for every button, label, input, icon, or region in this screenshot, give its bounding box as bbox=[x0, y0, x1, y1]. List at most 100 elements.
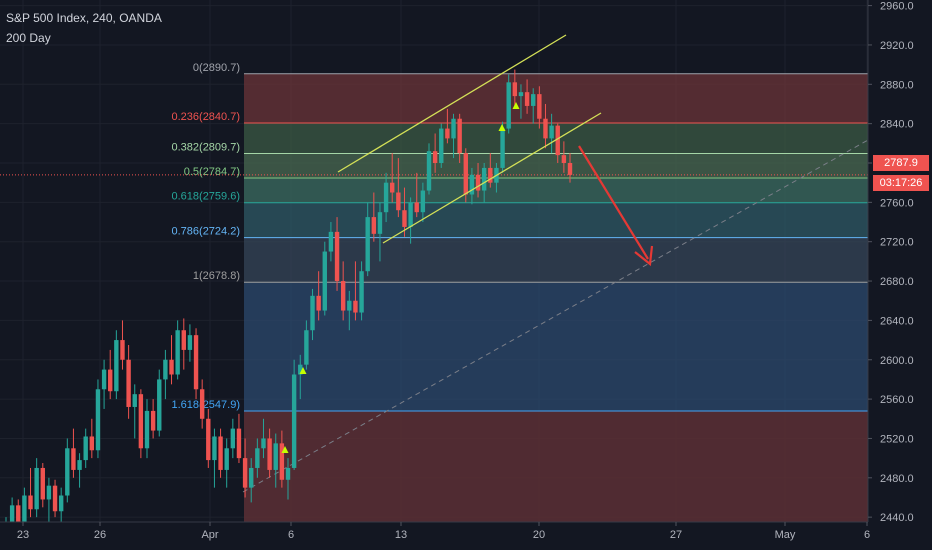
candle-body bbox=[71, 448, 76, 470]
candle-body bbox=[304, 330, 309, 365]
signal-markers bbox=[281, 102, 520, 453]
price-axis-bg bbox=[868, 0, 932, 550]
candle-body bbox=[120, 340, 125, 360]
time-tick-label: 23 bbox=[17, 529, 29, 541]
fib-zone bbox=[244, 178, 868, 203]
candle-body bbox=[481, 167, 487, 191]
price-tick-label: 2640.0 bbox=[880, 315, 914, 327]
price-tick-label: 2480.0 bbox=[880, 473, 914, 485]
buy-signal-marker bbox=[281, 446, 289, 453]
candle-body bbox=[157, 379, 162, 431]
candle-body bbox=[150, 410, 156, 431]
candle-body bbox=[83, 436, 88, 461]
fib-level-label: 1(2678.8) bbox=[193, 270, 240, 282]
candle-body bbox=[322, 251, 327, 311]
candle-body bbox=[402, 210, 407, 227]
fib-zone-extension bbox=[244, 411, 868, 522]
candle-body bbox=[524, 92, 530, 106]
fib-level-label: 0.5(2784.7) bbox=[184, 166, 240, 178]
price-tick-label: 2520.0 bbox=[880, 433, 914, 445]
candle-body bbox=[555, 125, 560, 156]
candle-body bbox=[390, 182, 395, 193]
fibonacci-retracement[interactable]: 0(2890.7) 0.236(2840.7) 0.382(2809.7) 0.5(2… bbox=[0, 62, 868, 522]
indicator-label[interactable]: 200 Day bbox=[6, 31, 51, 45]
price-tick-label: 2440.0 bbox=[880, 512, 914, 524]
candle-body bbox=[144, 410, 150, 449]
time-tick-label: 20 bbox=[533, 529, 545, 541]
candle-body bbox=[34, 467, 39, 510]
candle-body bbox=[132, 394, 137, 407]
fib-level-label: 1.618(2547.9) bbox=[172, 399, 241, 411]
candle-body bbox=[537, 94, 542, 119]
candle-body bbox=[255, 448, 260, 468]
candle-body bbox=[236, 428, 242, 459]
candle-body bbox=[506, 82, 511, 129]
arrow-shaft bbox=[578, 145, 649, 260]
candle-body bbox=[298, 364, 303, 375]
candle-body bbox=[432, 151, 438, 163]
candle-body bbox=[206, 418, 211, 461]
candle-body bbox=[340, 281, 346, 311]
candle-body bbox=[175, 330, 180, 375]
candle-body bbox=[16, 505, 21, 533]
candle-body bbox=[169, 359, 174, 375]
price-tick-label: 2920.0 bbox=[880, 40, 914, 52]
down-arrow[interactable] bbox=[578, 145, 654, 267]
candle-body bbox=[187, 335, 193, 350]
candle-body bbox=[230, 428, 236, 449]
candle-body bbox=[328, 231, 334, 252]
candle-body bbox=[549, 125, 554, 139]
candle-body bbox=[347, 300, 352, 311]
candle-body bbox=[126, 359, 131, 407]
rising-channel[interactable] bbox=[337, 34, 602, 244]
channel-upper-line bbox=[337, 34, 567, 173]
buy-signal-marker bbox=[498, 124, 506, 131]
candle-body bbox=[285, 467, 291, 480]
bar-countdown: 03:17:26 bbox=[873, 175, 929, 191]
candle-body bbox=[469, 174, 475, 195]
candle-body bbox=[420, 190, 426, 213]
candle-body bbox=[316, 295, 321, 311]
candle-body bbox=[291, 374, 297, 468]
time-tick-label: 6 bbox=[864, 529, 870, 541]
price-tick-label: 2600.0 bbox=[880, 355, 914, 367]
price-tick-label: 2760.0 bbox=[880, 197, 914, 209]
last-price-tag: 2787.9 bbox=[873, 155, 929, 171]
candle-body bbox=[383, 182, 389, 213]
candle-body bbox=[414, 202, 419, 213]
candle-body bbox=[108, 369, 113, 392]
candle-body bbox=[95, 389, 101, 451]
candle-body bbox=[371, 217, 377, 234]
candle-body bbox=[242, 458, 248, 488]
candle-body bbox=[377, 212, 383, 234]
candle-body bbox=[500, 128, 505, 168]
candle-body bbox=[567, 163, 573, 175]
buy-signal-marker bbox=[299, 367, 307, 374]
fib-zone bbox=[244, 153, 868, 179]
price-tick-label: 2960.0 bbox=[880, 1, 914, 13]
arrow-head bbox=[634, 245, 654, 267]
candle-body bbox=[463, 153, 468, 195]
candle-body bbox=[451, 118, 456, 139]
trend-line[interactable] bbox=[242, 139, 869, 493]
fib-zone bbox=[244, 237, 868, 283]
time-tick-label: Apr bbox=[201, 529, 218, 541]
fib-level-label: 0.382(2809.7) bbox=[172, 141, 241, 153]
candle-body bbox=[488, 167, 493, 183]
time-axis-bg bbox=[0, 522, 932, 550]
fib-level-label: 0(2890.7) bbox=[193, 62, 240, 74]
candle-body bbox=[212, 436, 217, 461]
candle-body bbox=[114, 340, 119, 392]
fib-level-label: 0.236(2840.7) bbox=[172, 111, 241, 123]
candle-body bbox=[9, 505, 15, 529]
time-tick-label: 26 bbox=[94, 529, 106, 541]
candle-body bbox=[457, 118, 462, 154]
candle-body bbox=[365, 217, 370, 272]
time-tick-label: May bbox=[775, 529, 796, 541]
candle-body bbox=[218, 436, 223, 470]
price-tick-label: 2720.0 bbox=[880, 237, 914, 249]
candle-body bbox=[561, 155, 567, 163]
candle-body bbox=[334, 231, 340, 282]
